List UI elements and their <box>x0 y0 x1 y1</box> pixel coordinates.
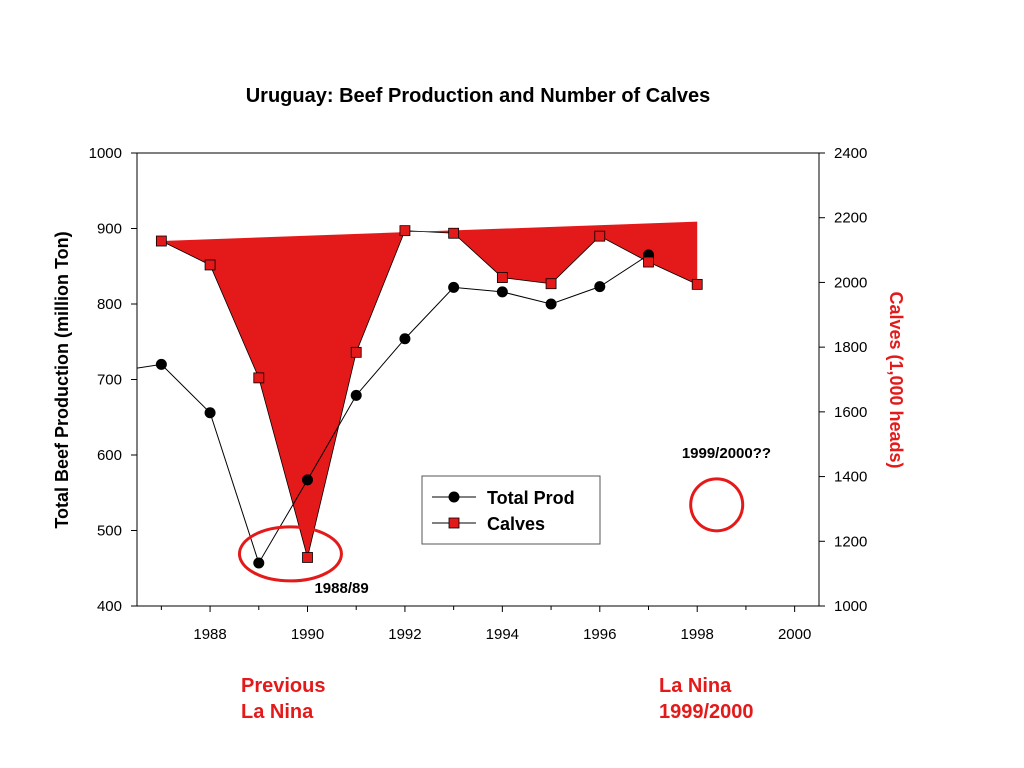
y-tick-label: 500 <box>97 523 122 540</box>
calves-deficit-area <box>161 221 698 558</box>
calves-point <box>302 552 313 563</box>
annotation-label: 1999/2000?? <box>682 445 771 462</box>
calves-point <box>399 225 411 237</box>
x-axis: 1988 1990 1992 1994 1996 1998 2000 <box>160 606 811 643</box>
prod-point <box>302 474 313 486</box>
y-tick-label: 900 <box>97 221 122 238</box>
trend-fill-layer <box>161 221 698 558</box>
calves-point <box>545 278 557 290</box>
chart-title: Uruguay: Beef Production and Number of C… <box>246 85 711 107</box>
y2-tick-label: 1600 <box>834 404 867 421</box>
y2-tick-label: 2000 <box>834 274 867 291</box>
y-tick-label: 800 <box>97 296 122 313</box>
annotation-label: 1988/89 <box>314 580 368 597</box>
x-tick-label: 2000 <box>778 626 811 643</box>
calves-point <box>350 346 362 358</box>
calves-point <box>448 227 460 239</box>
y2-tick-label: 1400 <box>834 469 867 486</box>
calves-line-layer <box>155 225 703 563</box>
calves-point <box>594 230 606 242</box>
y2-tick-label: 1000 <box>834 598 867 615</box>
annotation-layer: 1988/89 1999/2000?? <box>237 445 771 597</box>
calves-point <box>204 259 216 271</box>
legend-prod-label: Total Prod <box>487 488 575 508</box>
legend-calves-label: Calves <box>487 514 545 534</box>
highlight-circle-1988 <box>237 525 343 583</box>
x-tick-label: 1996 <box>583 626 616 643</box>
x-tick-label: 1992 <box>388 626 421 643</box>
y-axis-left: 400 500 600 700 800 900 1000 <box>89 145 137 615</box>
y-axis-right: 1000 1200 1400 1600 1800 2000 2200 2400 <box>819 145 867 615</box>
prod-point <box>155 358 167 370</box>
y2-tick-label: 2400 <box>834 145 867 162</box>
y-axis-right-label: Calves (1,000 heads) <box>886 291 906 468</box>
x-tick-label: 1990 <box>291 626 324 643</box>
y-tick-label: 600 <box>97 447 122 464</box>
prod-point <box>399 333 411 345</box>
prod-point <box>350 389 362 401</box>
note-previous-la-nina: Previous La Nina <box>241 675 326 723</box>
legend-box <box>421 475 601 545</box>
note-la-nina-1999: La Nina 1999/2000 <box>659 675 754 723</box>
legend: Total Prod Calves <box>421 475 601 545</box>
y2-tick-label: 1200 <box>834 533 867 550</box>
calves-line <box>161 230 698 558</box>
calves-point <box>691 278 703 290</box>
y-tick-label: 1000 <box>89 145 122 162</box>
prod-point <box>496 286 508 298</box>
y2-tick-label: 1800 <box>834 339 867 356</box>
x-tick-label: 1988 <box>193 626 226 643</box>
legend-prod-marker <box>448 491 460 503</box>
y2-tick-label: 2200 <box>834 210 867 227</box>
prod-point <box>594 281 606 293</box>
x-tick-label: 1998 <box>681 626 714 643</box>
prod-point <box>204 407 216 419</box>
y-tick-label: 400 <box>97 598 122 615</box>
calves-point <box>496 272 508 283</box>
prod-point <box>545 298 557 310</box>
x-tick-label: 1994 <box>486 626 519 643</box>
y-tick-label: 700 <box>97 372 122 389</box>
highlight-circle-1999 <box>689 477 745 533</box>
prod-line-layer <box>137 249 654 569</box>
prod-point <box>253 557 265 569</box>
legend-calves-marker <box>448 517 460 529</box>
y-axis-left-label: Total Beef Production (million Ton) <box>52 231 72 528</box>
calves-point <box>253 372 265 384</box>
prod-line <box>137 254 649 565</box>
calves-point <box>155 235 167 247</box>
calves-point <box>643 256 654 268</box>
prod-point <box>448 281 460 293</box>
